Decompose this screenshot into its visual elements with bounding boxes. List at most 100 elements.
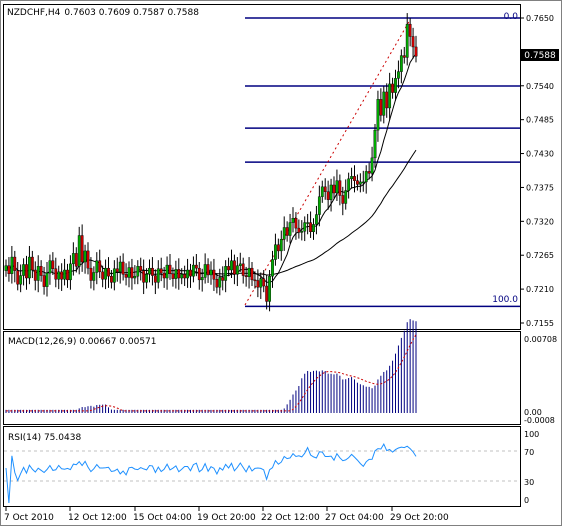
candle-body [373,129,377,159]
price-axis: 0.76500.75950.75400.74850.74300.73750.73… [520,14,554,328]
candle-body [370,157,374,174]
candle-body [300,230,304,233]
candle-body [151,267,154,276]
current-price-label: 0.7588 [524,51,556,61]
candle-body [110,275,113,283]
candle-body [13,256,17,271]
candle-body [71,253,75,265]
candle-body [60,271,64,280]
price-tick-label: 0.7485 [526,116,554,125]
candle-body [402,55,406,58]
candle-body [145,274,148,283]
candle-body [344,190,348,204]
candle-body [186,269,189,279]
candle-body [279,239,283,252]
candle-body [162,272,166,279]
candle-body [159,268,163,274]
candle-body [212,269,216,280]
time-tick-label: 22 Oct 12:00 [261,513,320,523]
candle-body [89,267,93,281]
candle-body [16,270,20,285]
candle-body [192,264,195,277]
candle-body [142,270,146,283]
candle-body [215,279,219,288]
rsi-pane[interactable] [3,426,521,507]
fibonacci-retracement[interactable] [245,17,520,308]
candle-body [189,269,192,277]
candle-body [297,227,301,233]
candle-body [274,244,277,260]
candle-body [356,180,359,185]
candle-body [19,275,23,285]
candle-body [86,250,90,269]
candle-body [156,268,160,283]
candle-body [25,264,28,279]
price-pane[interactable] [3,4,521,330]
candle-body [335,180,339,194]
candle-body [235,265,239,275]
candle-body [194,264,198,269]
candle-body [30,256,34,271]
candle-body [320,186,324,197]
candle-body [312,224,315,233]
candle-body [42,275,46,287]
price-tick-label: 0.7210 [526,285,554,294]
candle-body [7,265,11,274]
candle-body [115,268,119,273]
candle-body [285,227,289,236]
time-tick-label: 27 Oct 04:00 [325,513,384,523]
candle-body [262,278,266,287]
candle-body [379,99,383,116]
candle-body [168,264,172,274]
candle-body [259,278,263,288]
candle-body [33,269,37,281]
candle-body [358,181,362,185]
candle-body [276,244,280,252]
candle-body [4,265,8,271]
candle-body [338,180,342,196]
rsi-tick-30: 30 [524,478,534,487]
candle-body [139,266,143,271]
macd-tick-bottom: -0.0008 [524,416,555,425]
candle-body [183,274,187,279]
candle-body [247,267,251,277]
rsi-tick-0: 0 [524,496,529,505]
candle-body [326,191,330,200]
candle-body [39,266,43,276]
candle-body [124,274,128,278]
candle-body [130,267,134,279]
candle-body [69,263,72,281]
candle-body [315,214,318,225]
macd-pane[interactable] [3,331,521,425]
candle-body [361,181,365,184]
candle-body [397,71,400,79]
candle-body [364,171,368,183]
candle-body [399,55,403,72]
candle-body [177,269,181,279]
candle-body [51,260,55,269]
candle-body [341,195,345,204]
candle-body [376,99,380,131]
fib-top-label: 0.0 [504,12,519,22]
candle-body [92,272,96,281]
candle-body [57,271,61,280]
slow-moving-average-line [137,149,417,276]
candle-body [230,260,233,271]
candle-body [197,267,201,281]
price-tick-label: 0.7430 [526,150,554,159]
candle-body [233,260,236,275]
candle-body [306,222,310,224]
candle-body [74,253,78,267]
candle-body [323,186,327,192]
candle-body [121,261,125,275]
candle-body [63,269,66,280]
candle-body [291,218,295,223]
candle-body [224,266,228,281]
macd-label: MACD(12,26,9) 0.00667 0.00571 [8,337,157,347]
candle-body [394,78,397,93]
candle-body [148,267,151,275]
candle-body [45,272,49,287]
candle-body [165,264,169,279]
